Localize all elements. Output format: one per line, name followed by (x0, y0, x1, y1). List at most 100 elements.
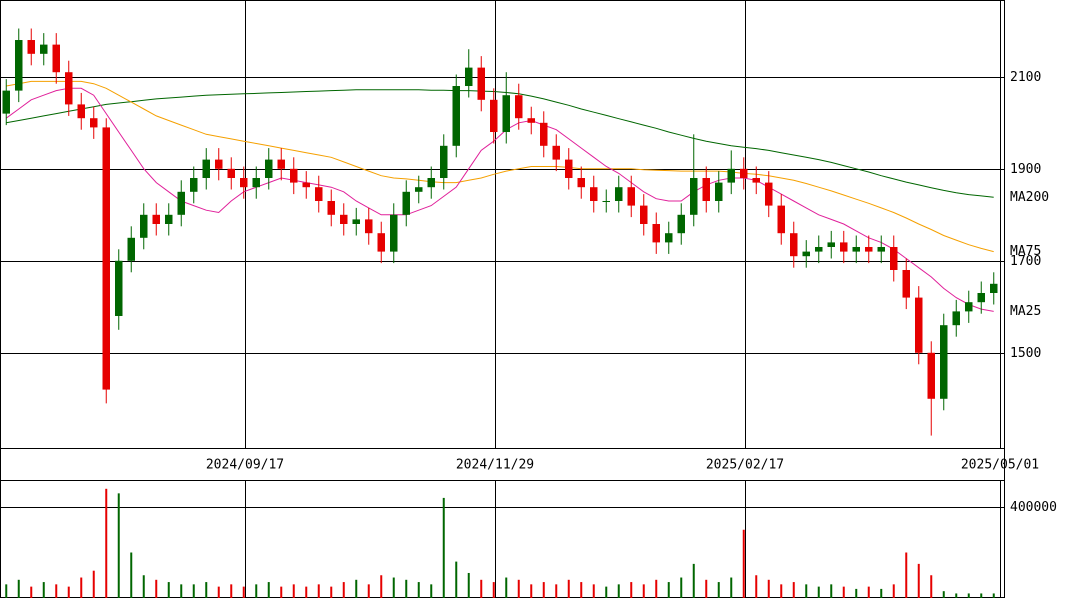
candle-body (440, 145, 448, 179)
volume-bar (317, 584, 320, 598)
y-tick-label: 400000 (1010, 500, 1057, 515)
candle-body (277, 159, 285, 169)
volume-bar (42, 582, 45, 598)
candle-body (177, 191, 185, 215)
candle-body (940, 325, 948, 399)
volume-bar (592, 584, 595, 598)
candle-body (602, 201, 610, 203)
volume-bar (242, 586, 245, 598)
candle-body (65, 72, 73, 105)
volume-bar (830, 584, 833, 598)
candle-body (577, 178, 585, 188)
legend-label: MA75 (1010, 244, 1041, 259)
volume-bar (530, 584, 533, 598)
candle-body (977, 292, 985, 303)
volume-bar (105, 488, 108, 598)
candle-body (715, 182, 723, 202)
volume-bar (430, 584, 433, 598)
candle-body (327, 201, 335, 215)
candle-body (340, 214, 348, 224)
candle-body (677, 214, 685, 234)
ma-line (6, 80, 994, 253)
volume-bar (155, 579, 158, 598)
volume-bar (267, 582, 270, 598)
candle-body (77, 104, 85, 119)
volume-bar (780, 584, 783, 598)
volume-bar (705, 579, 708, 598)
volume-bar (505, 577, 508, 598)
ma-line (6, 89, 994, 198)
candle-body (2, 90, 10, 114)
volume-bar (917, 563, 920, 598)
volume-bar (392, 577, 395, 598)
candle-body (527, 118, 535, 123)
candle-body (815, 246, 823, 252)
volume-bar (117, 493, 120, 598)
candle-body (102, 127, 110, 390)
ma-line (5, 87, 994, 312)
candle-body (377, 233, 385, 252)
volume-bar (442, 497, 445, 598)
candle-body (252, 178, 260, 188)
x-tick-label: 2025/02/17 (706, 458, 784, 473)
frame (0, 0, 1005, 598)
volume-bar (655, 579, 658, 598)
candle-body (40, 44, 48, 54)
candle-body (640, 205, 648, 224)
volume-bar (680, 577, 683, 598)
candle-body (390, 214, 398, 252)
volume-bar (405, 579, 408, 598)
volume-bar (742, 529, 745, 598)
volume-bar (905, 552, 908, 598)
volume-bar (17, 579, 20, 598)
candle-body (202, 159, 210, 179)
candle-body (990, 283, 998, 293)
candle-body (627, 187, 635, 206)
candle-body (227, 168, 235, 179)
candle-body (727, 168, 735, 183)
y-tick-label: 1900 (1010, 162, 1041, 177)
volume-bar (367, 584, 370, 598)
volume-bar (755, 575, 758, 598)
volume-bar (730, 577, 733, 598)
candle-body (140, 214, 148, 238)
volume-bar (942, 591, 945, 598)
volume-bar (955, 593, 958, 598)
candle-body (802, 251, 810, 257)
legend-label: MA25 (1010, 304, 1041, 319)
volume-bar (80, 577, 83, 598)
candle-body (615, 187, 623, 202)
volume-bar (630, 582, 633, 598)
volume-bar (205, 582, 208, 598)
volume-bar (717, 582, 720, 598)
volume-bar (967, 593, 970, 598)
volume-bar (980, 593, 983, 598)
candle-body (877, 246, 885, 252)
candle-body (565, 159, 573, 179)
volume-bar (342, 582, 345, 598)
candle-body (965, 302, 973, 312)
candle-body (452, 86, 460, 146)
volume-bar (817, 586, 820, 598)
candle-body (290, 168, 298, 183)
volume-bar (305, 586, 308, 598)
volume-bar (30, 586, 33, 598)
volume-bar (455, 561, 458, 598)
volume-bar (330, 586, 333, 598)
candle-body (777, 205, 785, 234)
candle-body (752, 178, 760, 183)
candle-body (540, 122, 548, 146)
volume-bar (642, 584, 645, 598)
candle-body (315, 187, 323, 202)
candle-body (665, 233, 673, 243)
candle-body (240, 178, 248, 188)
volume-bar (380, 575, 383, 598)
volume-bar (217, 586, 220, 598)
candle-body (927, 352, 935, 399)
candle-body (15, 40, 23, 91)
candle-body (365, 219, 373, 234)
volume-bar (767, 579, 770, 598)
candle-body (115, 260, 123, 316)
candle-body (890, 246, 898, 270)
